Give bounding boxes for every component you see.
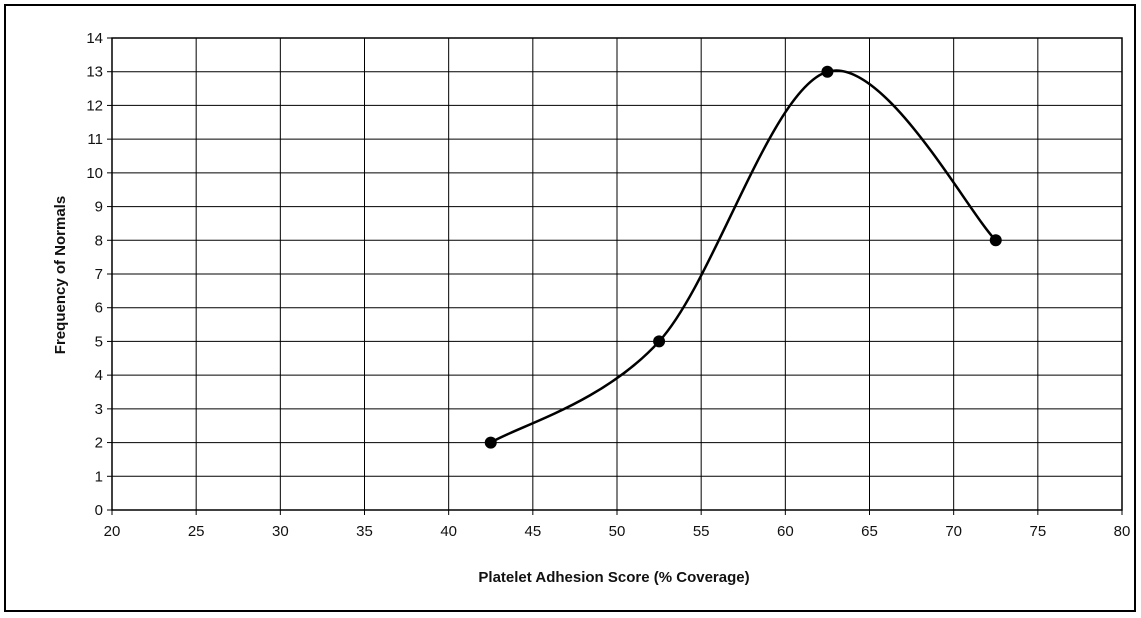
y-tick-label: 5 <box>95 333 103 350</box>
x-tick-label: 55 <box>693 523 710 540</box>
y-tick-label: 1 <box>95 468 103 485</box>
data-point <box>653 335 666 348</box>
y-tick-label: 7 <box>95 266 103 283</box>
y-axis-title: Frequency of Normals <box>52 196 69 354</box>
data-points <box>484 65 1002 449</box>
x-tick-label: 35 <box>356 523 373 540</box>
x-tick-label: 80 <box>1114 523 1131 540</box>
y-tick-label: 9 <box>95 199 103 216</box>
x-tick-label: 60 <box>777 523 794 540</box>
x-tick-label: 50 <box>609 523 626 540</box>
series-line <box>490 69 997 444</box>
x-tick-label: 65 <box>861 523 878 540</box>
y-tick-label: 13 <box>86 64 103 81</box>
x-tick-label: 40 <box>440 523 457 540</box>
x-axis-ticks: 20 25 30 35 40 45 50 55 60 65 70 75 80 <box>104 510 1131 540</box>
data-point <box>484 436 497 449</box>
x-tick-label: 25 <box>188 523 205 540</box>
x-axis-title: Platelet Adhesion Score (% Coverage) <box>478 569 749 586</box>
x-tick-label: 75 <box>1029 523 1046 540</box>
y-tick-label: 10 <box>86 165 103 182</box>
y-tick-label: 11 <box>87 131 103 148</box>
y-tick-label: 12 <box>86 97 103 114</box>
data-point <box>821 65 834 78</box>
y-tick-label: 8 <box>95 232 103 249</box>
x-tick-label: 30 <box>272 523 289 540</box>
y-tick-label: 14 <box>86 30 103 47</box>
grid <box>111 37 1123 511</box>
x-tick-label: 45 <box>524 523 541 540</box>
y-tick-label: 2 <box>95 435 103 452</box>
x-tick-label: 20 <box>104 523 121 540</box>
data-point <box>989 234 1002 247</box>
y-tick-label: 4 <box>95 367 103 384</box>
x-tick-label: 70 <box>945 523 962 540</box>
y-tick-label: 3 <box>95 401 103 418</box>
y-tick-label: 0 <box>95 502 103 519</box>
y-tick-label: 6 <box>95 300 103 317</box>
